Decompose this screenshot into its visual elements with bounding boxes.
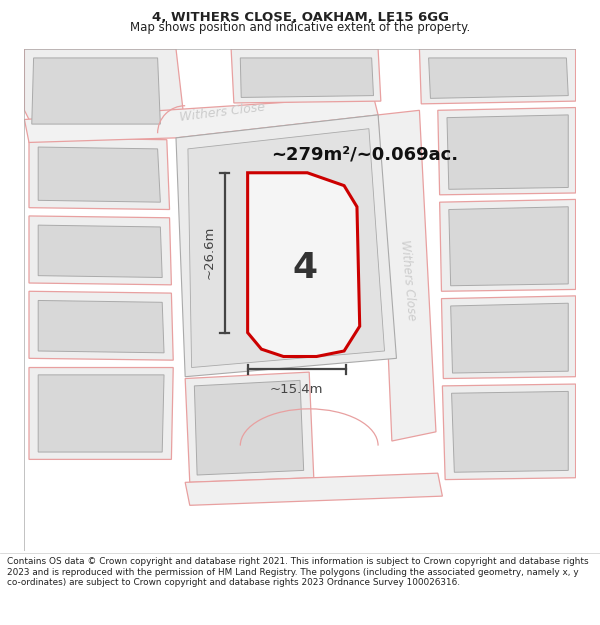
Text: ~279m²/~0.069ac.: ~279m²/~0.069ac. bbox=[271, 146, 458, 163]
Text: 4, WITHERS CLOSE, OAKHAM, LE15 6GG: 4, WITHERS CLOSE, OAKHAM, LE15 6GG bbox=[151, 11, 449, 24]
Polygon shape bbox=[25, 49, 185, 133]
Polygon shape bbox=[449, 207, 568, 286]
Polygon shape bbox=[38, 375, 164, 452]
Polygon shape bbox=[438, 107, 575, 195]
Polygon shape bbox=[452, 391, 568, 472]
Polygon shape bbox=[185, 372, 314, 482]
Polygon shape bbox=[38, 301, 164, 353]
Polygon shape bbox=[38, 225, 162, 278]
Polygon shape bbox=[378, 110, 436, 441]
Polygon shape bbox=[428, 58, 568, 98]
Text: ~26.6m: ~26.6m bbox=[202, 226, 215, 279]
Polygon shape bbox=[176, 115, 397, 377]
Polygon shape bbox=[194, 381, 304, 475]
Text: Contains OS data © Crown copyright and database right 2021. This information is : Contains OS data © Crown copyright and d… bbox=[7, 557, 589, 587]
Polygon shape bbox=[32, 58, 160, 124]
Text: Map shows position and indicative extent of the property.: Map shows position and indicative extent… bbox=[130, 21, 470, 34]
Polygon shape bbox=[231, 49, 381, 103]
Polygon shape bbox=[442, 384, 575, 479]
Text: 4: 4 bbox=[292, 251, 317, 285]
Polygon shape bbox=[29, 138, 170, 209]
Polygon shape bbox=[442, 296, 575, 379]
Text: ~15.4m: ~15.4m bbox=[270, 383, 323, 396]
Polygon shape bbox=[38, 147, 160, 202]
Polygon shape bbox=[29, 368, 173, 459]
Polygon shape bbox=[447, 115, 568, 189]
Text: Withers Close: Withers Close bbox=[178, 101, 265, 124]
Polygon shape bbox=[440, 199, 575, 291]
Polygon shape bbox=[25, 96, 378, 142]
Polygon shape bbox=[188, 129, 385, 368]
Polygon shape bbox=[29, 291, 173, 360]
Polygon shape bbox=[240, 58, 373, 98]
Text: Withers Close: Withers Close bbox=[398, 239, 418, 321]
Polygon shape bbox=[29, 216, 172, 285]
Polygon shape bbox=[451, 303, 568, 373]
Polygon shape bbox=[185, 473, 442, 506]
Polygon shape bbox=[419, 49, 575, 104]
PathPatch shape bbox=[248, 173, 360, 356]
